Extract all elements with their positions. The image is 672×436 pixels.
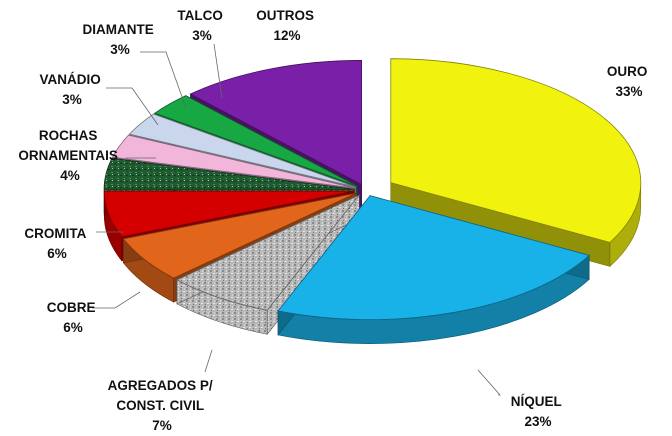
label-diamante: DIAMANTE 3% [82,22,157,57]
label-cobre: COBRE 6% [47,300,100,335]
slice-cobre [122,192,357,279]
label-agregados: AGREGADOS P/ CONST. CIVIL 7% [108,378,217,433]
slice-diamante [128,113,356,188]
leader-lines [92,43,501,396]
slice-cromita [103,190,355,238]
leader-niquel [477,369,501,396]
slice-talco [153,95,358,187]
slice-rochas-ornamentais [103,157,355,190]
slice-outros [189,60,362,186]
label-cromita: CROMITA 6% [24,226,89,261]
label-niquel: NÍQUEL 23% [511,394,566,429]
label-rochas: ROCHAS ORNAMENTAIS 4% [18,128,121,183]
leader-agregados [204,349,213,373]
label-outros: OUTROS 12% [256,8,318,43]
slice-ouro [390,58,642,243]
leader-cobre [92,291,141,309]
slice-van-dio [111,134,355,189]
label-vanadio: VANÁDIO 3% [39,72,104,107]
label-ouro: OURO 33% [607,64,651,99]
slice-labels: OURO 33% NÍQUEL 23% AGREGADOS P/ CONST. … [18,8,651,433]
pie-slices [103,58,642,344]
leader-vanadio [106,87,159,126]
slice-agregados-p-const-civil [176,194,360,311]
leader-talco [213,43,223,99]
slice-n-quel [277,195,590,321]
label-talco: TALCO 3% [177,8,226,43]
leader-diamante [140,51,187,109]
